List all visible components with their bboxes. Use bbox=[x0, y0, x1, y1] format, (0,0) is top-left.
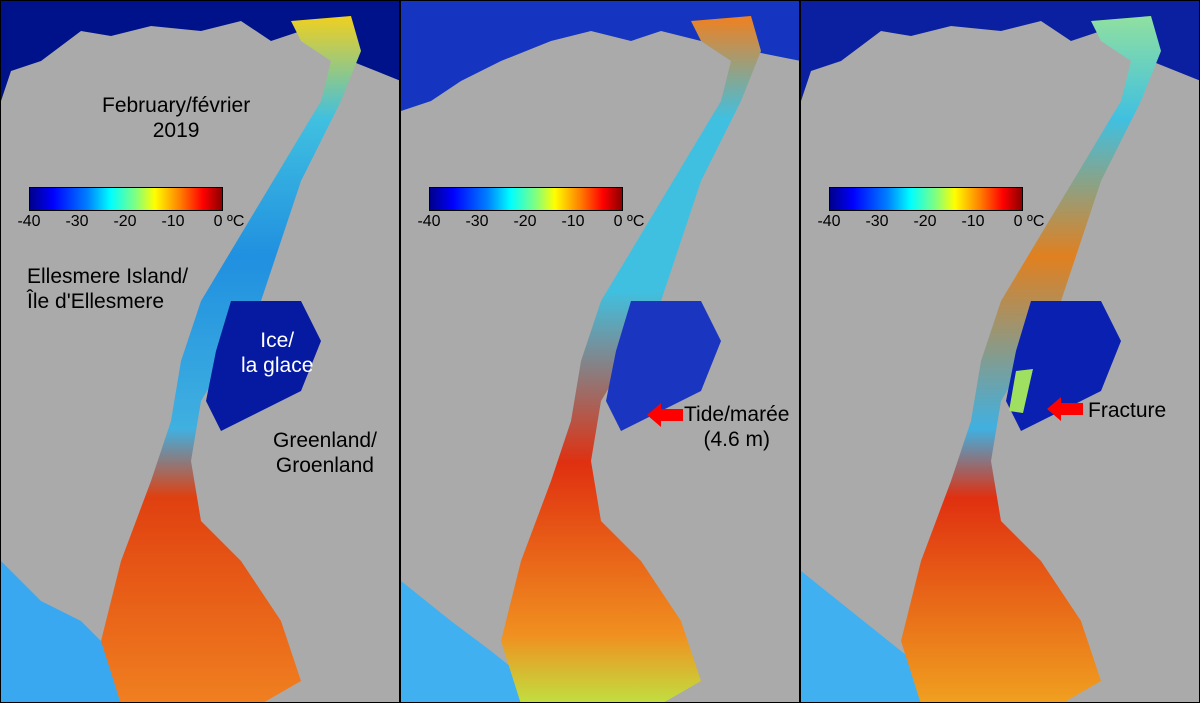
colorbar-tick: -20 bbox=[513, 213, 537, 230]
colorbar-tick: -40 bbox=[17, 213, 41, 230]
map-panel-3: Fracture -40 -30 -20 -10 0 ºC bbox=[800, 0, 1200, 703]
red-arrow-icon bbox=[1047, 397, 1083, 421]
colorbar: -40 -30 -20 -10 0 ºC bbox=[817, 187, 1044, 230]
red-arrow-icon bbox=[647, 403, 683, 427]
ice-label-line1: Ice/ bbox=[260, 329, 295, 352]
colorbar-gradient bbox=[429, 187, 623, 211]
baffin-bay bbox=[401, 581, 558, 702]
baffin-bay bbox=[801, 571, 977, 702]
date-label-line2: 2019 bbox=[152, 119, 200, 142]
greenland-label: Greenland/ Groenland bbox=[273, 428, 377, 478]
petermann-glacier-ice bbox=[606, 301, 721, 431]
colorbar-tick: 0 ºC bbox=[213, 213, 245, 230]
ellesmere-label-line2: Île d'Ellesmere bbox=[27, 290, 165, 313]
colorbar-tick: -10 bbox=[961, 213, 985, 230]
fracture-annotation: Fracture bbox=[1088, 398, 1166, 423]
colorbar-tick: -30 bbox=[65, 213, 89, 230]
colorbar-gradient bbox=[29, 187, 223, 211]
ice-fracture bbox=[1009, 369, 1033, 413]
fracture-label: Fracture bbox=[1088, 399, 1167, 422]
colorbar-tick: -30 bbox=[865, 213, 889, 230]
colorbar-tick: -40 bbox=[817, 213, 841, 230]
nares-strait-channel bbox=[901, 16, 1161, 702]
colorbar-tick: -30 bbox=[465, 213, 489, 230]
greenland-label-line2: Groenland bbox=[275, 454, 374, 477]
tide-annotation: Tide/marée (4.6 m) bbox=[684, 402, 789, 452]
nares-strait-channel bbox=[101, 16, 361, 702]
colorbar-tick: -10 bbox=[561, 213, 585, 230]
colorbar-tick: 0 ºC bbox=[1013, 213, 1045, 230]
thermal-map bbox=[1, 1, 399, 702]
colorbar-gradient bbox=[829, 187, 1023, 211]
colorbar-tick: -20 bbox=[113, 213, 137, 230]
date-label: February/février 2019 bbox=[102, 93, 250, 143]
colorbar-tick: -40 bbox=[417, 213, 441, 230]
ice-label-line2: la glace bbox=[241, 354, 314, 377]
colorbar: -40 -30 -20 -10 0 ºC bbox=[417, 187, 644, 230]
colorbar-tick: 0 ºC bbox=[613, 213, 645, 230]
petermann-glacier-ice bbox=[206, 301, 321, 431]
tide-label-line2: (4.6 m) bbox=[703, 428, 770, 451]
colorbar-tick: -20 bbox=[913, 213, 937, 230]
colorbar: -40 -30 -20 -10 0 ºC bbox=[17, 187, 244, 230]
map-panel-1: February/février 2019 Ellesmere Island/ … bbox=[0, 0, 400, 703]
nares-strait-channel bbox=[501, 16, 761, 702]
date-label-line1: February/février bbox=[102, 94, 251, 117]
map-panel-2: Tide/marée (4.6 m) -40 -30 -20 -10 0 ºC bbox=[400, 0, 800, 703]
greenland-label-line1: Greenland/ bbox=[273, 429, 377, 452]
thermal-map bbox=[401, 1, 799, 702]
petermann-glacier-ice bbox=[1006, 301, 1121, 431]
ellesmere-island-label: Ellesmere Island/ Île d'Ellesmere bbox=[27, 264, 188, 314]
ellesmere-label-line1: Ellesmere Island/ bbox=[27, 265, 189, 288]
baffin-bay bbox=[1, 561, 224, 702]
colorbar-tick: -10 bbox=[161, 213, 185, 230]
ice-label: Ice/ la glace bbox=[241, 328, 313, 378]
thermal-map bbox=[801, 1, 1199, 702]
tide-label-line1: Tide/marée bbox=[684, 403, 790, 426]
